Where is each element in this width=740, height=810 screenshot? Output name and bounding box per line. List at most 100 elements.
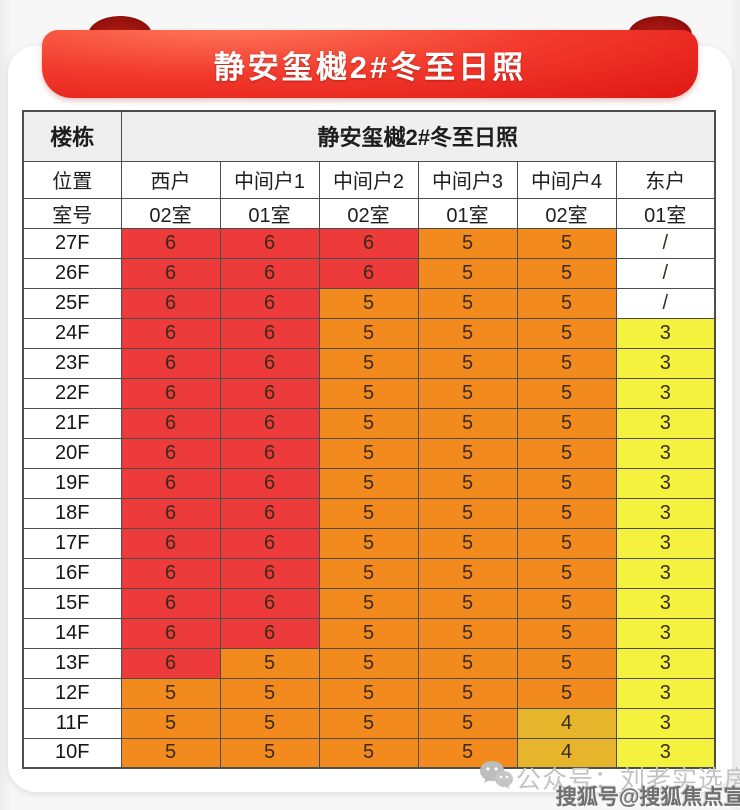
sunlight-value-cell: 6 [120, 377, 221, 409]
sunlight-value-cell: 5 [120, 677, 221, 709]
sunlight-value-cell: 5 [417, 617, 518, 649]
sunlight-value-cell: 5 [516, 407, 617, 439]
sunlight-value-cell: 6 [219, 617, 320, 649]
table-row: 27F 6 6 6 5 5/ [22, 227, 716, 259]
sunlight-value-cell: 5 [318, 677, 419, 709]
sunlight-value-cell: 5 [417, 707, 518, 739]
sunlight-value-cell: 6 [120, 437, 221, 469]
floor-label: 21F [22, 407, 122, 439]
sunlight-value-cell: 5 [318, 707, 419, 739]
table-row: 24F 6 6 5 5 5 3 [22, 317, 716, 349]
sunlight-value-cell: 5 [417, 377, 518, 409]
sunlight-value-cell: 5 [417, 347, 518, 379]
sunlight-value-cell: 5 [516, 467, 617, 499]
sunlight-value-cell: / [615, 227, 716, 259]
sunlight-value-cell: 6 [120, 527, 221, 559]
sunlight-value-cell: 3 [615, 737, 716, 769]
sunlight-value-cell: 3 [615, 617, 716, 649]
position-header-4: 中间户3 [417, 160, 518, 199]
sunlight-value-cell: 6 [120, 317, 221, 349]
sunlight-value-cell: 5 [516, 557, 617, 589]
sunlight-value-cell: 5 [516, 227, 617, 259]
sunlight-value-cell: 5 [417, 527, 518, 559]
floor-label: 24F [22, 317, 122, 349]
sunlight-value-cell: 5 [219, 737, 320, 769]
sunlight-value-cell: 3 [615, 557, 716, 589]
sunlight-value-cell: 5 [318, 617, 419, 649]
sunlight-value-cell: 3 [615, 677, 716, 709]
table-row: 15F 6 6 5 5 5 3 [22, 587, 716, 619]
sunlight-value-cell: 5 [516, 377, 617, 409]
sunlight-value-cell: 5 [219, 707, 320, 739]
sunlight-value-cell: 5 [417, 227, 518, 259]
sunlight-value-cell: 5 [516, 437, 617, 469]
floor-label: 27F [22, 227, 122, 259]
sunlight-value-cell: 5 [417, 317, 518, 349]
sunlight-value-cell: 5 [417, 437, 518, 469]
table-row: 13F 6 5 5 5 5 3 [22, 647, 716, 679]
sunlight-value-cell: 3 [615, 467, 716, 499]
wechat-icon [480, 761, 513, 789]
title-banner: 静安玺樾2#冬至日照 [0, 0, 740, 105]
wechat-watermark: 公众号：刘老实选房 [516, 766, 740, 794]
floor-label: 18F [22, 497, 122, 529]
sunlight-value-cell: 5 [318, 497, 419, 529]
floor-label: 12F [22, 677, 122, 709]
floor-label: 14F [22, 617, 122, 649]
sunlight-value-cell: 5 [417, 497, 518, 529]
sunlight-value-cell: 5 [318, 347, 419, 379]
sunlight-value-cell: 6 [219, 407, 320, 439]
sunlight-value-cell: 3 [615, 347, 716, 379]
sunlight-value-cell: 5 [516, 617, 617, 649]
sunlight-value-cell: 6 [120, 287, 221, 319]
floor-label: 25F [22, 287, 122, 319]
sunlight-value-cell: 5 [318, 737, 419, 769]
sunlight-value-cell: 6 [120, 587, 221, 619]
sunlight-value-cell: 5 [318, 377, 419, 409]
room-header-3: 02室 [318, 197, 419, 229]
sunlight-value-cell: 4 [516, 707, 617, 739]
table-row: 10F 5 5 5 5 4 3 [22, 737, 716, 769]
table-row: 26F 6 6 6 5 5/ [22, 257, 716, 289]
room-label: 室号 [22, 197, 122, 229]
sunlight-value-cell: 4 [516, 737, 617, 769]
table-row: 25F 6 6 5 5 5/ [22, 287, 716, 319]
table-title: 静安玺樾2#冬至日照 [120, 110, 716, 162]
sunlight-value-cell: 3 [615, 407, 716, 439]
sunlight-value-cell: 5 [318, 437, 419, 469]
sunlight-value-cell: 6 [219, 347, 320, 379]
room-header-6: 01室 [615, 197, 716, 229]
sunlight-value-cell: 6 [219, 227, 320, 259]
sunlight-value-cell: 5 [318, 557, 419, 589]
floor-label: 20F [22, 437, 122, 469]
sunlight-value-cell: 6 [219, 587, 320, 619]
position-header-1: 西户 [120, 160, 221, 199]
floor-label: 23F [22, 347, 122, 379]
sunlight-value-cell: 6 [219, 257, 320, 289]
sunlight-value-cell: 3 [615, 377, 716, 409]
sunlight-value-cell: 5 [219, 677, 320, 709]
sunlight-value-cell: 6 [219, 467, 320, 499]
floor-label: 22F [22, 377, 122, 409]
sunlight-value-cell: 5 [417, 407, 518, 439]
sunlight-value-cell: 5 [516, 587, 617, 619]
sunlight-value-cell: 5 [318, 317, 419, 349]
sunlight-value-cell: 5 [318, 527, 419, 559]
sunlight-value-cell: 5 [318, 467, 419, 499]
table-row: 18F 6 6 5 5 5 3 [22, 497, 716, 529]
sunlight-value-cell: 3 [615, 587, 716, 619]
sunlight-value-cell: 6 [120, 647, 221, 679]
banner-title: 静安玺樾2#冬至日照 [213, 49, 527, 85]
sunlight-value-cell: 3 [615, 707, 716, 739]
floor-label: 16F [22, 557, 122, 589]
sunlight-value-cell: 5 [318, 647, 419, 679]
sunlight-value-cell: 6 [120, 407, 221, 439]
sunlight-value-cell: 6 [120, 497, 221, 529]
sunlight-value-cell: 6 [120, 467, 221, 499]
position-header-6: 东户 [615, 160, 716, 199]
room-header-5: 02室 [516, 197, 617, 229]
position-label: 位置 [22, 160, 122, 199]
floor-label: 10F [22, 737, 122, 769]
sunlight-value-cell: 5 [417, 647, 518, 679]
